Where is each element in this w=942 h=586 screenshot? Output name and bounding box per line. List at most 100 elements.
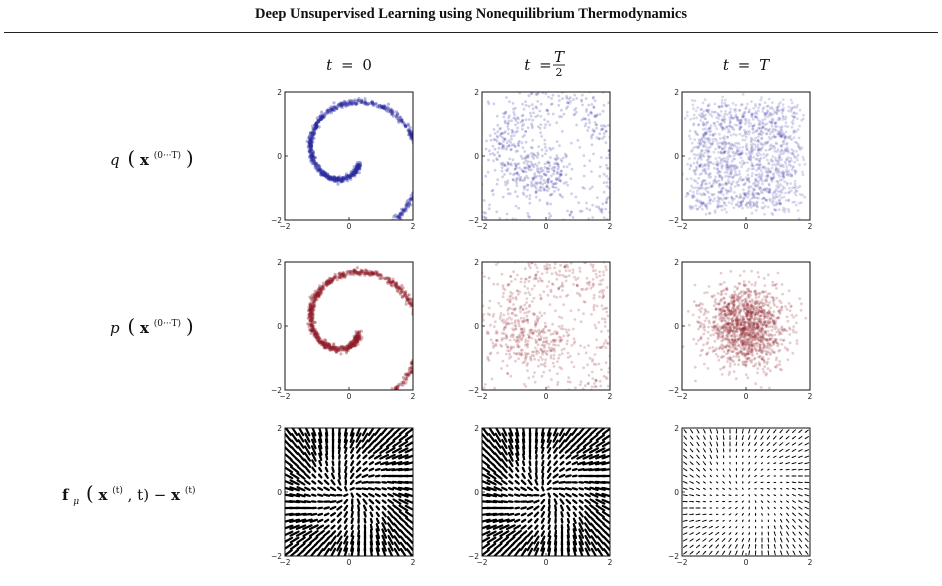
data-point [344, 408, 347, 411]
data-point [339, 38, 342, 41]
data-point [461, 88, 464, 91]
data-point [428, 156, 431, 159]
data-point [349, 170, 353, 174]
data-point [591, 26, 594, 29]
data-point [378, 229, 381, 232]
data-point [730, 159, 734, 163]
data-point [253, 180, 256, 183]
data-point [426, 173, 429, 176]
data-point [601, 87, 604, 90]
data-point [605, 201, 608, 205]
data-point [760, 137, 763, 141]
data-point [758, 120, 762, 123]
data-point [327, 176, 331, 180]
data-point [383, 106, 387, 110]
data-point [630, 197, 633, 200]
data-point [309, 137, 313, 141]
data-point [757, 140, 761, 144]
data-point [584, 230, 587, 233]
data-point [720, 178, 724, 182]
data-point [311, 124, 315, 128]
data-point [776, 118, 780, 122]
data-point [711, 133, 715, 137]
data-point [513, 172, 517, 176]
data-point [551, 19, 554, 22]
data-point [610, 45, 613, 48]
data-point [315, 293, 319, 297]
data-point [506, 181, 509, 185]
data-point [315, 124, 319, 128]
data-point [558, 174, 562, 178]
data-point [588, 208, 592, 212]
data-point [310, 138, 314, 142]
data-point [441, 169, 444, 172]
data-point [328, 342, 332, 346]
data-point [422, 134, 425, 137]
data-point [725, 182, 729, 186]
data-point [739, 103, 743, 107]
data-point [336, 176, 340, 180]
data-point [564, 180, 568, 184]
data-point [473, 180, 476, 183]
data-point [488, 232, 491, 235]
data-point [349, 345, 353, 349]
data-point [697, 145, 701, 148]
data-point [374, 231, 377, 234]
data-point [253, 107, 256, 110]
data-point [374, 102, 378, 106]
data-point [418, 344, 421, 347]
data-point [702, 192, 705, 195]
data-point [331, 107, 335, 111]
data-point [647, 212, 650, 215]
data-point [533, 174, 537, 178]
data-point [760, 174, 764, 178]
data-point [726, 135, 729, 139]
data-point [720, 151, 723, 155]
data-point [351, 170, 355, 175]
data-point [386, 226, 389, 229]
data-point [409, 197, 413, 201]
data-point [356, 163, 360, 168]
data-point [792, 131, 796, 135]
data-point [780, 128, 783, 132]
data-point [383, 227, 386, 230]
data-point [766, 141, 769, 145]
data-point [389, 43, 392, 46]
data-point [310, 329, 314, 333]
data-point [713, 209, 717, 213]
data-point [452, 187, 455, 190]
data-point [322, 210, 325, 213]
data-point [477, 196, 480, 199]
data-point [314, 335, 318, 340]
data-point [339, 205, 342, 208]
data-point [340, 103, 344, 107]
data-point [486, 100, 490, 104]
data-point [760, 133, 763, 137]
data-point [559, 233, 562, 236]
data-point [535, 92, 539, 96]
data-point [482, 215, 486, 219]
data-point [404, 205, 408, 209]
data-point [312, 132, 316, 136]
data-point [356, 331, 360, 336]
data-point [573, 108, 576, 112]
data-point [534, 181, 538, 185]
data-point [598, 50, 601, 53]
data-point [702, 122, 706, 125]
data-point [647, 54, 650, 57]
data-point [404, 125, 408, 129]
data-point [574, 195, 578, 199]
data-point [396, 289, 400, 294]
data-point [387, 393, 390, 396]
data-point [314, 124, 318, 128]
data-point [763, 127, 767, 131]
data-point [726, 151, 730, 155]
data-point [778, 198, 781, 202]
data-point [319, 173, 323, 177]
data-point [418, 52, 421, 55]
data-point [787, 207, 790, 211]
data-point [601, 33, 604, 36]
data-point [307, 313, 311, 317]
data-point [607, 101, 610, 105]
data-point [295, 229, 298, 232]
